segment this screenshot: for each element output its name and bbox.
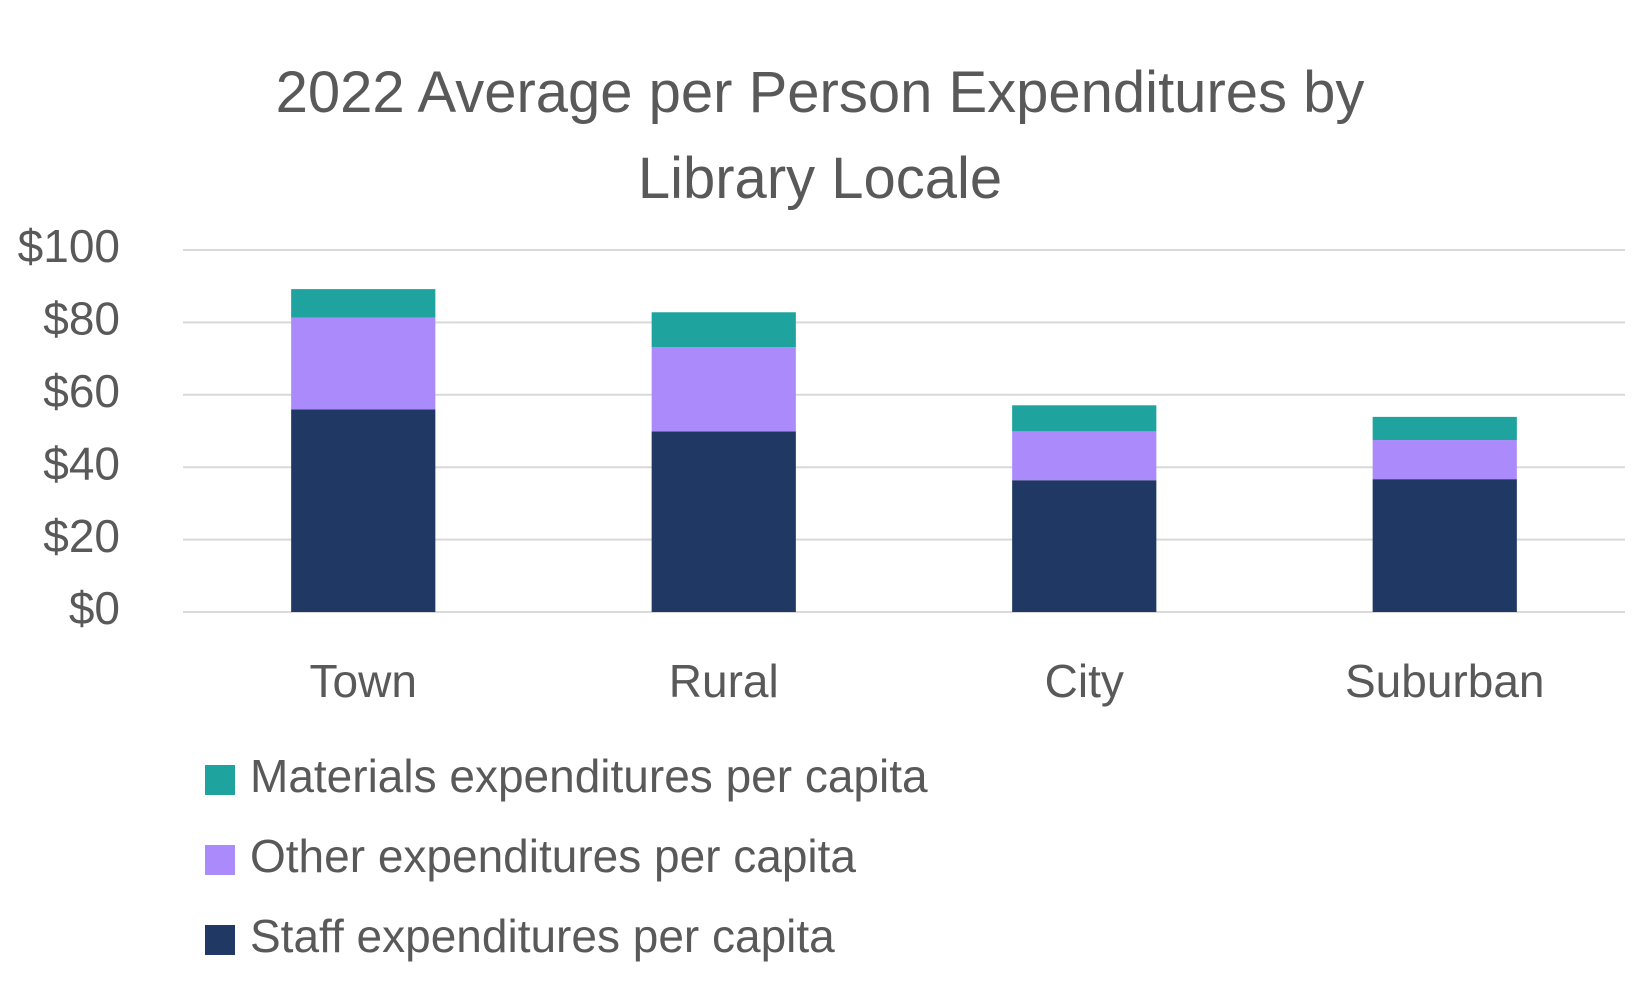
y-tick-label: $40 [43,437,120,489]
y-tick-label: $60 [43,365,120,417]
legend-swatch [205,845,235,875]
bar-segment [651,431,796,612]
bar-segment [1372,416,1517,441]
chart-title: 2022 Average per Person Expenditures by … [275,60,1365,211]
bar-segment [1012,431,1157,481]
x-tick-label: Town [310,655,417,707]
legend-swatch [205,765,235,795]
bar-segment [651,347,796,432]
legend-label: Staff expenditures per capita [250,910,835,962]
legend-swatch [205,925,235,955]
y-tick-label: $20 [43,510,120,562]
bar-segment [291,409,436,612]
x-tick-label: City [1045,655,1124,707]
bar-segment [291,317,436,410]
bar-segment [1012,480,1157,612]
y-tick-label: $80 [43,293,120,345]
legend-label: Other expenditures per capita [250,830,856,882]
legend-label: Materials expenditures per capita [250,750,928,802]
bar-segment [1372,440,1517,480]
y-tick-label: $100 [18,220,120,272]
x-tick-label: Rural [669,655,779,707]
bar-segment [291,289,436,318]
bar-segment [1372,479,1517,612]
bar-segment [1012,405,1157,432]
bar-segment [651,312,796,348]
x-tick-label: Suburban [1345,655,1545,707]
y-tick-label: $0 [69,582,120,634]
